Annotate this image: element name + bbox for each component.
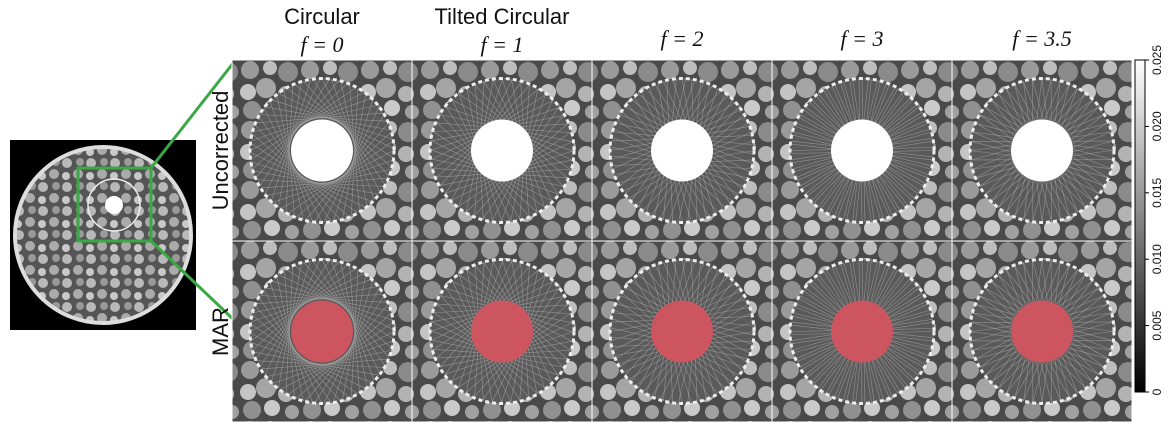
insert — [651, 301, 713, 363]
column-param: f = 3 — [841, 26, 884, 51]
colorbar-label: 0 — [1150, 388, 1164, 395]
row-label: MAR — [208, 307, 233, 356]
insert — [471, 120, 533, 182]
image-panel — [232, 60, 412, 241]
column-param: f = 3.5 — [1012, 26, 1071, 51]
image-panel — [592, 241, 772, 422]
colorbar-label: 0.015 — [1150, 177, 1164, 207]
overview — [10, 62, 234, 330]
insert — [831, 120, 893, 182]
column-title: Circular — [284, 4, 360, 29]
image-panel — [952, 60, 1132, 241]
colorbar-label: 0.025 — [1150, 45, 1164, 75]
column-param: f = 2 — [661, 26, 704, 51]
column-title: Tilted Circular — [435, 4, 570, 29]
colorbar — [1135, 60, 1145, 392]
image-panel — [412, 60, 592, 241]
colorbar-label: 0.020 — [1150, 111, 1164, 141]
insert — [651, 120, 713, 182]
insert — [471, 301, 533, 363]
insert — [1011, 120, 1073, 182]
insert — [1011, 301, 1073, 363]
image-panel — [772, 241, 952, 422]
column-param: f = 0 — [301, 32, 344, 57]
colorbar-label: 0.005 — [1150, 310, 1164, 340]
insert — [831, 301, 893, 363]
insert — [291, 301, 353, 363]
column-param: f = 1 — [481, 32, 524, 57]
image-panel — [772, 60, 952, 241]
image-panel — [412, 241, 592, 422]
image-panel — [232, 241, 412, 422]
image-panel — [592, 60, 772, 241]
colorbar-label: 0.010 — [1150, 244, 1164, 274]
image-panel — [952, 241, 1132, 422]
insert — [291, 120, 353, 182]
figure: Circular f = 0 Tilted Circular f = 1 f = 2 f … — [0, 0, 1168, 422]
row-label: Uncorrected — [208, 91, 233, 211]
